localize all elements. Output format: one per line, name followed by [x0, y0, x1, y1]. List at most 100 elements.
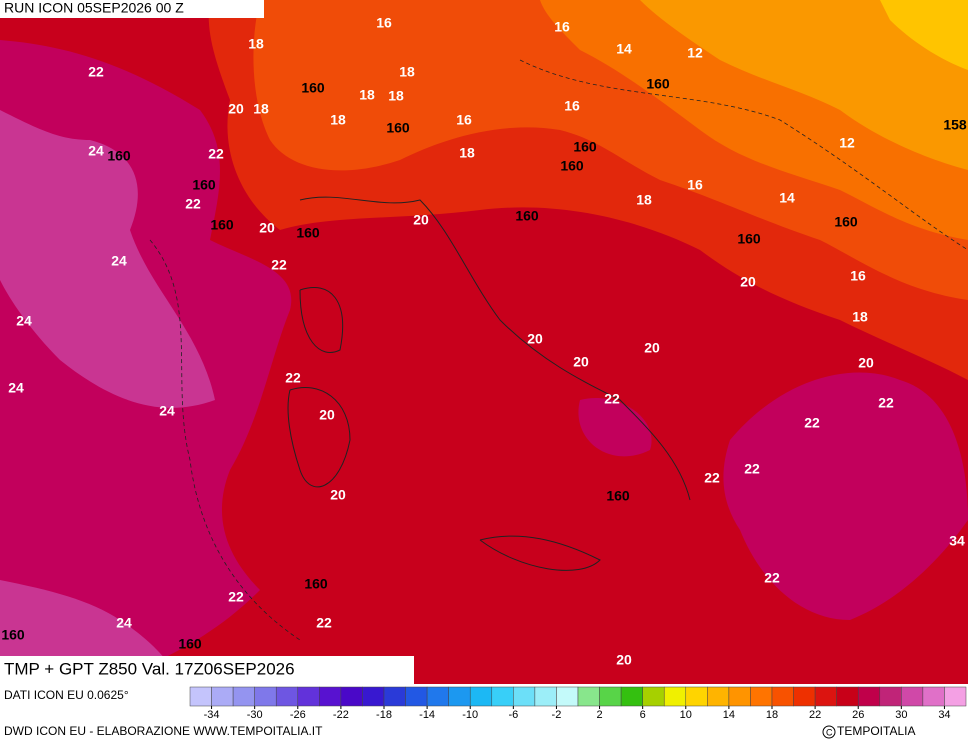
- isotherm-label: 16: [554, 19, 570, 35]
- colorbar-tick-label: -26: [290, 709, 306, 721]
- isotherm-label: 22: [316, 615, 332, 631]
- colorbar-swatch: [383, 686, 406, 707]
- colorbar-tick-label: -30: [247, 709, 263, 721]
- isotherm-label: 24: [16, 313, 32, 329]
- map: [0, 0, 968, 684]
- isotherm-label: 22: [185, 196, 201, 212]
- isotherm-label: 34: [949, 533, 965, 549]
- isotherm-label: 16: [850, 268, 866, 284]
- isotherm-label: 16: [687, 177, 703, 193]
- colorbar-tick-label: 10: [680, 709, 692, 721]
- isotherm-label: 16: [564, 98, 580, 114]
- colorbar-swatch: [426, 686, 449, 707]
- isotherm-label: 18: [359, 87, 375, 103]
- isotherm-label: 24: [111, 253, 127, 269]
- geopotential-label: 160: [296, 225, 320, 241]
- colorbar-swatch: [771, 686, 794, 707]
- geopotential-label: 158: [943, 117, 967, 133]
- colorbar-swatch: [599, 686, 622, 707]
- colorbar-tick-label: -14: [419, 709, 435, 721]
- colorbar-swatch: [405, 686, 428, 707]
- copyright: TEMPOITALIA: [837, 724, 915, 738]
- geopotential-label: 160: [178, 636, 202, 652]
- colorbar-swatch: [254, 686, 277, 707]
- product-title: TMP + GPT Z850 Val. 17Z06SEP2026: [4, 659, 295, 678]
- colorbar-swatch: [534, 686, 557, 707]
- isotherm-label: 20: [319, 407, 335, 423]
- colorbar-swatch: [275, 686, 299, 707]
- isotherm-label: 22: [285, 370, 301, 386]
- isotherm-label: 22: [208, 146, 224, 162]
- geopotential-label: 160: [301, 80, 325, 96]
- yellow-area: [880, 0, 968, 70]
- colorbar-swatch: [362, 686, 385, 707]
- colorbar-swatch: [901, 686, 924, 707]
- run-label: RUN ICON 05SEP2026 00 Z: [4, 0, 184, 16]
- credit: DWD ICON EU - ELABORAZIONE WWW.TEMPOITAL…: [4, 724, 323, 738]
- isotherm-label: 20: [616, 652, 632, 668]
- isotherm-label: 18: [253, 101, 269, 117]
- isotherm-label: 14: [779, 190, 795, 206]
- colorbar-swatch: [620, 686, 643, 707]
- copyright-c: C: [826, 727, 833, 737]
- isotherm-label: 16: [456, 112, 472, 128]
- colorbar-tick-label: 34: [938, 709, 950, 721]
- isotherm-label: 20: [330, 487, 346, 503]
- isotherm-label: 18: [636, 192, 652, 208]
- isotherm-label: 24: [159, 403, 175, 419]
- colorbar-tick-label: -6: [508, 709, 518, 721]
- colorbar-tick-label: 6: [640, 709, 646, 721]
- colorbar-swatch: [922, 686, 945, 707]
- colorbar-swatch: [297, 686, 320, 707]
- isotherm-label: 20: [228, 101, 244, 117]
- geopotential-label: 160: [560, 158, 584, 174]
- geopotential-label: 160: [304, 576, 328, 592]
- isotherm-label: 20: [644, 340, 660, 356]
- light-orange-area: [640, 0, 968, 170]
- isotherm-label: 18: [852, 309, 868, 325]
- isotherm-label: 20: [573, 354, 589, 370]
- colorbar-tick-label: -10: [462, 709, 478, 721]
- isotherm-label: 18: [399, 64, 415, 80]
- colorbar-swatch: [211, 686, 234, 707]
- pink-area: [0, 110, 215, 408]
- colorbar-tick-label: 2: [596, 709, 602, 721]
- isotherm-label: 20: [740, 274, 756, 290]
- geopotential-label: 160: [192, 177, 216, 193]
- colorbar-swatch: [836, 686, 859, 707]
- isotherm-label: 22: [764, 570, 780, 586]
- colorbar-tick-label: -34: [204, 709, 220, 721]
- isotherm-label: 14: [616, 41, 632, 57]
- isotherm-label: 22: [878, 395, 894, 411]
- colorbar-swatch: [448, 686, 471, 707]
- header-box: [0, 0, 264, 18]
- geopotential-line: [149, 59, 968, 641]
- colorbar-swatch: [319, 686, 342, 707]
- isotherm-label: 22: [804, 415, 820, 431]
- geopotential-label: 160: [606, 488, 630, 504]
- copyright-symbol: [822, 725, 836, 739]
- geopotential-label: 160: [573, 139, 597, 155]
- isotherm-label: 22: [744, 461, 760, 477]
- colorbar-tick-label: -2: [552, 709, 562, 721]
- source: DATI ICON EU 0.0625°: [4, 688, 129, 702]
- colorbar-tick-label: 30: [895, 709, 907, 721]
- colorbar-swatch: [663, 686, 687, 707]
- isotherm-label: 22: [704, 470, 720, 486]
- geopotential-label: 160: [1, 627, 25, 643]
- colorbar-swatch: [513, 686, 536, 707]
- colorbar-swatch: [814, 686, 837, 707]
- magenta-area: [578, 372, 968, 620]
- colorbar-tick-label: 22: [809, 709, 821, 721]
- colorbar-swatch: [857, 686, 881, 707]
- geopotential-label: 160: [737, 231, 761, 247]
- isotherm-label: 18: [330, 112, 346, 128]
- title-box: [0, 656, 414, 684]
- geopotential-label: 160: [210, 217, 234, 233]
- colorbar-tick-label: -18: [376, 709, 392, 721]
- colorbar-swatch: [556, 686, 579, 707]
- colorbar-swatch: [685, 686, 708, 707]
- colorbar-swatch: [491, 686, 514, 707]
- isotherm-label: 12: [839, 135, 855, 151]
